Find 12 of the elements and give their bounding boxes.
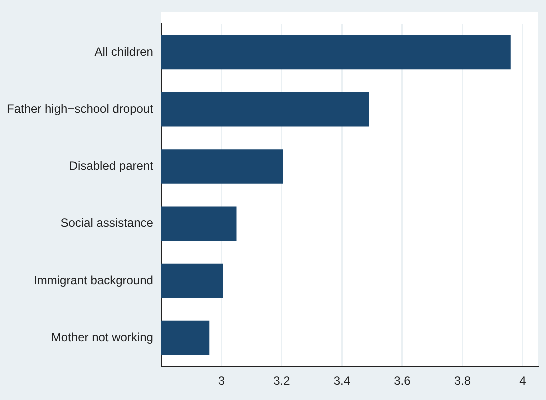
- y-tick-label: Mother not working: [51, 330, 154, 344]
- x-tick-label: 4: [520, 374, 527, 388]
- x-tick-label: 3.4: [334, 374, 351, 388]
- y-tick-label: Disabled parent: [69, 159, 154, 174]
- y-tick-label: Social assistance: [60, 216, 154, 230]
- x-tick-label: 3.6: [394, 374, 412, 388]
- x-tick-label: 3: [218, 374, 226, 388]
- y-tick-label: All children: [94, 44, 154, 59]
- y-tick-label: Immigrant background: [34, 273, 154, 288]
- x-tick-label: 3.2: [274, 374, 291, 388]
- y-tick-label: Father high−school dropout: [6, 102, 154, 116]
- x-tick-label: 3.8: [454, 374, 472, 388]
